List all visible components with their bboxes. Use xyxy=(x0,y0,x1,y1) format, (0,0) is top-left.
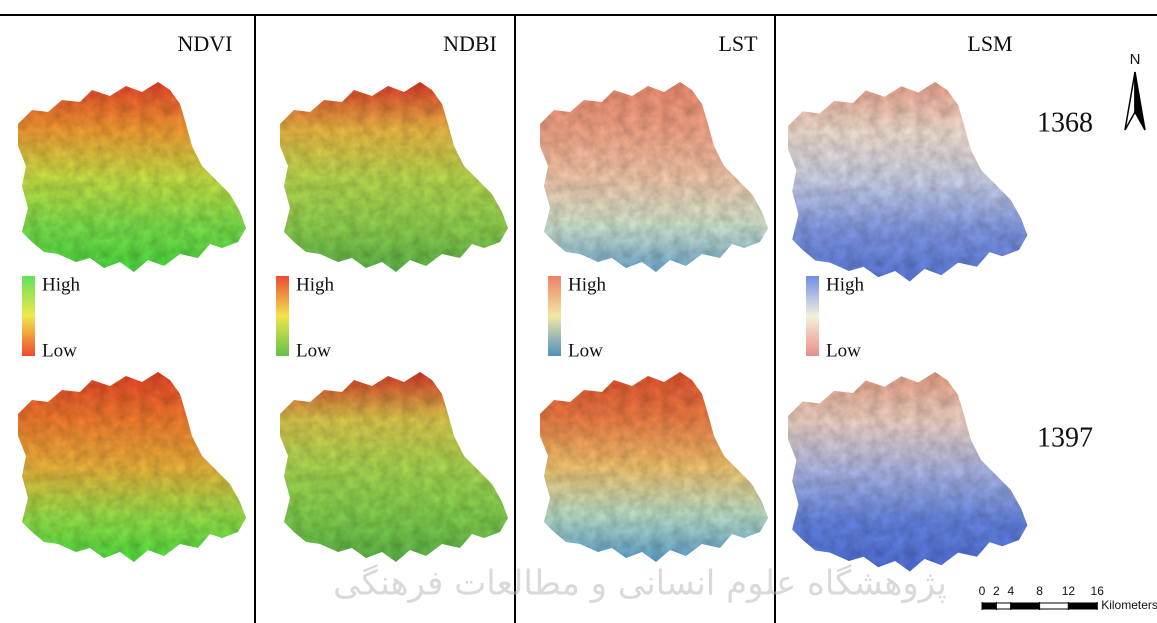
legend-colorbar xyxy=(22,276,35,356)
map-region xyxy=(540,82,768,272)
figure: پژوهشگاه علوم انسانی و مطالعات فرهنگی 13… xyxy=(0,0,1157,623)
map-region xyxy=(18,82,246,272)
map-region xyxy=(540,372,768,562)
legend-colorbar xyxy=(548,276,561,356)
year-label: 1368 xyxy=(1037,107,1093,138)
scale-segment xyxy=(1011,603,1040,609)
north-label: N xyxy=(1130,51,1141,68)
legend-high: High xyxy=(568,274,607,295)
map-region xyxy=(788,372,1027,572)
scale-tick-label: 12 xyxy=(1062,584,1076,598)
map-region xyxy=(280,372,508,562)
legend-low: Low xyxy=(568,340,603,361)
legend-colorbar xyxy=(806,276,819,356)
map-region xyxy=(788,82,1027,282)
scale-tick-label: 2 xyxy=(993,584,1000,598)
scale-unit: Kilometers xyxy=(1101,598,1157,612)
year-label: 1397 xyxy=(1037,422,1093,453)
scale-tick-label: 16 xyxy=(1091,584,1105,598)
legend-colorbar xyxy=(276,276,289,356)
legend-high: High xyxy=(826,274,865,295)
map-region xyxy=(280,82,508,272)
north-arrow xyxy=(1135,72,1145,130)
scale-segment xyxy=(982,603,996,609)
legend-low: Low xyxy=(296,340,331,361)
scale-tick-label: 4 xyxy=(1007,584,1014,598)
north-arrow xyxy=(1125,72,1135,130)
map-region xyxy=(18,372,246,562)
panel-title: NDVI xyxy=(178,31,233,56)
legend-high: High xyxy=(42,274,81,295)
scale-tick-label: 0 xyxy=(979,584,986,598)
scale-tick-label: 8 xyxy=(1036,584,1043,598)
scale-segment xyxy=(996,603,1010,609)
watermark: پژوهشگاه علوم انسانی و مطالعات فرهنگی xyxy=(333,564,947,604)
scale-segment xyxy=(1068,603,1097,609)
scale-segment xyxy=(1040,603,1069,609)
legend-high: High xyxy=(296,274,335,295)
panel-title: LST xyxy=(718,31,758,56)
legend-low: Low xyxy=(42,340,77,361)
panel-title: LSM xyxy=(967,31,1012,56)
legend-low: Low xyxy=(826,340,861,361)
panel-title: NDBI xyxy=(443,31,497,56)
